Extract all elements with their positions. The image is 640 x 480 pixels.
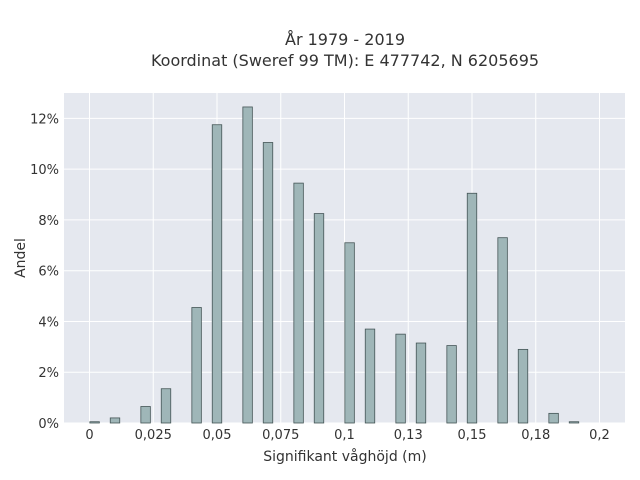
y-tick-label-3: 6% — [38, 265, 59, 280]
x-axis-label: Signifikant våghöjd (m) — [263, 448, 426, 465]
y-tick-label-1: 2% — [38, 366, 59, 381]
x-tick-label-5: 0,13 — [394, 428, 423, 443]
bar-10 — [344, 242, 355, 424]
chart-title-line1: År 1979 - 2019 — [285, 30, 405, 49]
bar-18 — [548, 412, 559, 424]
y-tick-label-5: 10% — [30, 163, 59, 178]
x-tick-label-3: 0,075 — [262, 428, 299, 443]
bar-1 — [109, 417, 121, 424]
bar-15 — [466, 192, 478, 424]
y-tick-label-2: 4% — [38, 315, 59, 330]
x-tick-label-4: 0,1 — [334, 428, 355, 443]
bar-3 — [160, 388, 172, 424]
y-tick-label-6: 12% — [30, 112, 59, 127]
x-tick-label-1: 0,025 — [135, 428, 172, 443]
bar-7 — [262, 142, 274, 424]
x-tick-labels: 0 0,025 0,05 0,075 0,1 0,13 0,15 0,18 0,2 — [85, 428, 609, 443]
bar-17 — [517, 348, 529, 424]
x-tick-label-7: 0,18 — [521, 428, 550, 443]
bar-19 — [568, 421, 580, 424]
bar-0 — [89, 421, 100, 424]
bar-9 — [313, 213, 325, 424]
bar-14 — [446, 345, 457, 424]
chart-title-line2: Koordinat (Sweref 99 TM): E 477742, N 62… — [151, 51, 539, 70]
y-tick-labels: 0% 2% 4% 6% 8% 10% 12% — [30, 112, 59, 432]
bar-13 — [415, 342, 427, 424]
x-tick-label-8: 0,2 — [589, 428, 610, 443]
bar-8 — [293, 182, 304, 424]
bars — [89, 106, 580, 424]
x-tick-label-0: 0 — [85, 428, 93, 443]
bar-4 — [191, 307, 202, 424]
x-tick-label-2: 0,05 — [203, 428, 232, 443]
y-tick-label-4: 8% — [38, 214, 59, 229]
bar-5 — [211, 124, 223, 424]
y-tick-label-0: 0% — [38, 417, 59, 432]
x-tick-label-6: 0,15 — [458, 428, 487, 443]
bar-11 — [364, 328, 376, 424]
bar-16 — [497, 237, 508, 424]
bar-12 — [395, 333, 406, 424]
bar-2 — [140, 406, 151, 424]
y-axis-label: Andel — [13, 238, 29, 278]
bar-6 — [242, 106, 253, 424]
